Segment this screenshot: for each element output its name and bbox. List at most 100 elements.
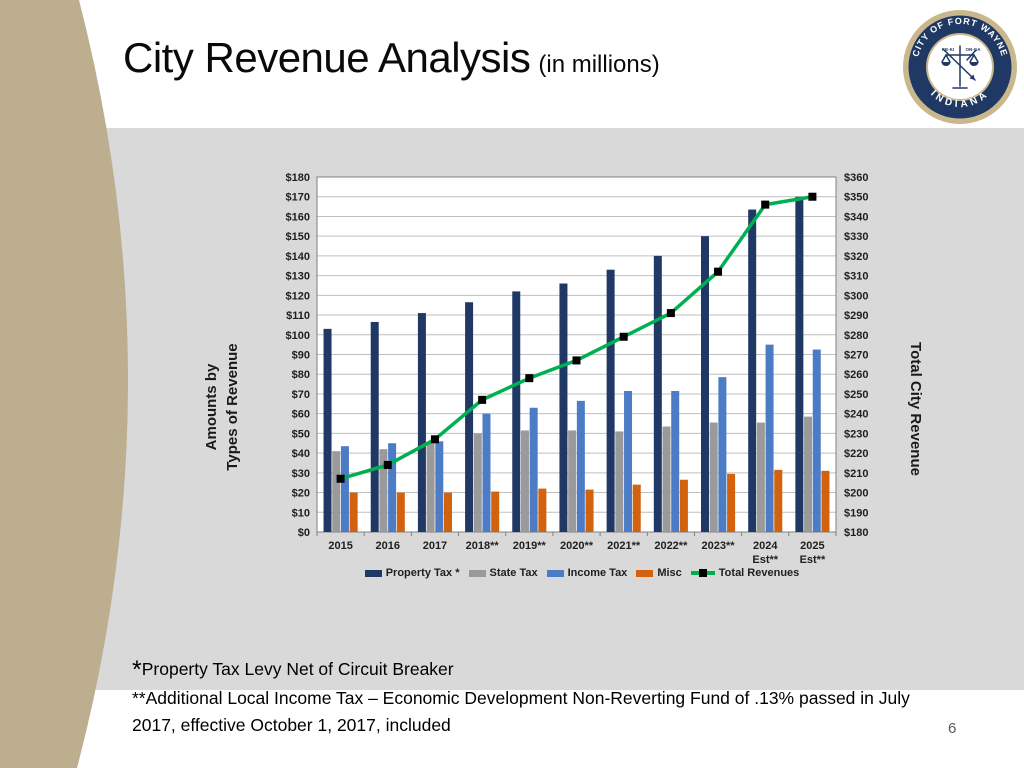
bar-misc-2015	[349, 492, 358, 532]
bar-misc-2023	[727, 473, 736, 532]
total-revenues-marker	[808, 192, 817, 201]
seal-keki-text: KE-KI	[942, 47, 954, 52]
left-axis-title: Amounts by Types of Revenue	[201, 297, 247, 517]
chart-legend: Property Tax * State Tax Income Tax Misc Tot…	[272, 567, 892, 579]
total-revenues-marker	[572, 356, 581, 365]
legend-swatch	[468, 569, 486, 577]
slide-title-suffix: (in millions)	[538, 51, 660, 78]
plot-border	[316, 176, 837, 533]
page-title: City Revenue Analysis (in millions)	[123, 34, 660, 82]
bar-misc-2018	[491, 491, 500, 532]
left-axis-tick-label: $0	[298, 527, 310, 539]
legend-label: State Tax	[489, 567, 538, 579]
left-axis-tick-label: $150	[286, 231, 310, 243]
bar-income-tax-2018	[482, 413, 491, 532]
left-axis-tick-label: $10	[292, 507, 310, 519]
bar-income-tax-2016	[388, 443, 397, 532]
left-axis-tick-label: $50	[292, 428, 310, 440]
right-axis-tick-label: $280	[844, 330, 868, 342]
right-axis-tick-label: $360	[844, 172, 868, 184]
bar-state-tax-2019	[520, 430, 529, 532]
legend-item: Income Tax	[546, 567, 628, 579]
bar-state-tax-2016	[379, 449, 388, 532]
x-axis-label: 2022**	[654, 540, 688, 552]
right-axis-tick-label: $340	[844, 211, 868, 223]
right-axis-tick-label: $350	[844, 192, 868, 204]
total-revenues-marker	[383, 460, 392, 469]
right-axis-tick-label: $270	[844, 350, 868, 362]
footnote-1-asterisk: *	[132, 656, 142, 684]
bar-misc-2020	[585, 489, 594, 532]
left-axis-tick-label: $120	[286, 290, 310, 302]
total-revenues-marker	[478, 395, 487, 404]
right-axis-tick-label: $290	[844, 310, 868, 322]
bar-misc-2022	[679, 479, 688, 532]
bar-property-tax-2022	[653, 255, 662, 532]
legend-item: Property Tax *	[364, 567, 460, 579]
left-axis-tick-label: $60	[292, 409, 310, 421]
legend-item: Misc	[636, 567, 682, 579]
revenue-chart-svg: $0 $180 $10 $190 $20 $200 $30 $210 $40 $220 $50 $23…	[286, 172, 869, 566]
x-axis-label: 2020**	[560, 540, 594, 552]
legend-swatch	[364, 569, 382, 577]
left-axis-tick-label: $170	[286, 192, 310, 204]
bar-property-tax-2021	[606, 269, 615, 532]
right-axis-tick-label: $250	[844, 389, 868, 401]
legend-swatch	[636, 569, 654, 577]
bar-property-tax-2016	[370, 321, 379, 532]
footnote-2: **Additional Local Income Tax – Economic…	[132, 688, 910, 735]
right-axis-tick-label: $300	[844, 290, 868, 302]
x-axis-label: 2025	[800, 540, 824, 552]
total-revenues-marker	[666, 309, 675, 318]
right-axis-tick-label: $330	[844, 231, 868, 243]
bar-property-tax-2024	[748, 209, 757, 532]
legend-label: Misc	[657, 567, 682, 579]
legend-swatch	[546, 569, 564, 577]
legend-item: State Tax	[468, 567, 538, 579]
bar-property-tax-2020	[559, 283, 568, 532]
right-axis-tick-label: $260	[844, 369, 868, 381]
bar-misc-2019	[538, 488, 547, 532]
left-axis-tick-label: $90	[292, 350, 310, 362]
left-axis-tick-label: $40	[292, 448, 310, 460]
left-axis-tick-label: $100	[286, 330, 310, 342]
bar-state-tax-2020	[568, 430, 577, 532]
left-axis-tick-label: $130	[286, 271, 310, 283]
bar-property-tax-2018	[465, 302, 474, 532]
left-axis-tick-label: $160	[286, 211, 310, 223]
total-revenues-marker	[761, 200, 770, 209]
left-axis-tick-label: $20	[292, 488, 310, 500]
arrow-and-branch-icon	[942, 48, 977, 81]
right-axis-tick-label: $310	[844, 271, 868, 283]
left-axis-tick-label: $180	[286, 172, 310, 184]
total-revenues-marker	[430, 435, 439, 444]
left-axis-title-line2: Types of Revenue	[224, 343, 241, 471]
bar-income-tax-2019	[529, 407, 538, 532]
footnote-1-text: Property Tax Levy Net of Circuit Breaker	[141, 659, 454, 679]
x-axis-label: 2021**	[607, 540, 641, 552]
legend-label: Total Revenues	[718, 567, 800, 579]
bar-state-tax-2025	[804, 416, 813, 532]
right-axis-title: Total City Revenue	[907, 342, 924, 476]
bar-income-tax-2022	[671, 390, 680, 532]
total-revenues-marker	[714, 267, 723, 276]
legend-item: Total Revenues	[690, 567, 800, 579]
bar-misc-2016	[396, 492, 405, 532]
left-axis-tick-label: $80	[292, 369, 310, 381]
x-axis-label: 2019**	[513, 540, 547, 552]
right-axis-tick-label: $200	[844, 488, 868, 500]
legend-label: Income Tax	[567, 567, 628, 579]
right-axis-tick-label: $230	[844, 428, 868, 440]
left-axis-tick-label: $70	[292, 389, 310, 401]
x-axis-label: 2016	[376, 540, 400, 552]
right-axis-tick-label: $190	[844, 507, 868, 519]
page-number: 6	[948, 720, 957, 737]
footnotes: *Property Tax Levy Net of Circuit Breake…	[132, 656, 942, 739]
bar-income-tax-2024	[765, 344, 774, 532]
right-axis-tick-label: $180	[844, 527, 868, 539]
legend-line-swatch	[690, 568, 715, 577]
x-axis-sublabel: Est**	[800, 554, 826, 566]
bar-property-tax-2015	[323, 328, 332, 532]
x-axis-label: 2018**	[466, 540, 500, 552]
city-seal: CITY OF FORT WAYNE INDIANA KE-KI ON-GA	[903, 10, 1017, 124]
